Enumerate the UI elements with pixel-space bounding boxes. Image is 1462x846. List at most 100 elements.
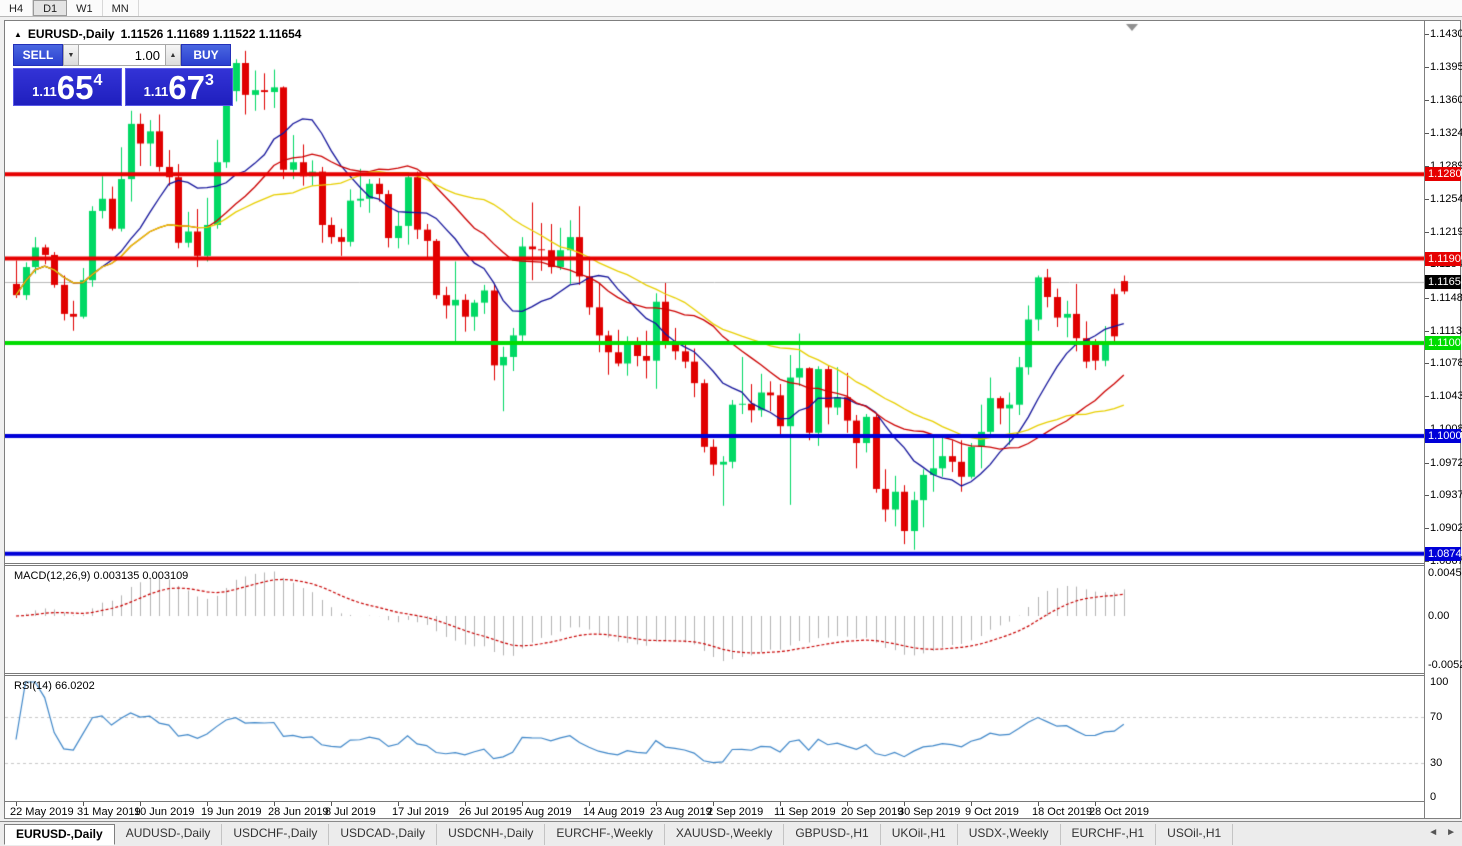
price-tick-label: 1.13240 bbox=[1430, 127, 1462, 139]
macd-axis-label: 0.004536 bbox=[1428, 567, 1462, 579]
tab-gbpusd-h1[interactable]: GBPUSD-,H1 bbox=[784, 824, 881, 845]
price-tick-mark bbox=[1425, 363, 1429, 364]
volume-input[interactable] bbox=[79, 44, 165, 66]
tab-usoil-h1[interactable]: USOil-,H1 bbox=[1156, 824, 1234, 845]
date-tick-label: 14 Aug 2019 bbox=[583, 806, 645, 818]
tab-audusd-daily[interactable]: AUDUSD-,Daily bbox=[115, 824, 223, 845]
date-tick-label: 22 May 2019 bbox=[10, 806, 74, 818]
date-tick-label: 23 Aug 2019 bbox=[650, 806, 712, 818]
price-tick-mark bbox=[1425, 463, 1429, 464]
price-tick-mark bbox=[1425, 67, 1429, 68]
date-tick-mark bbox=[656, 802, 657, 806]
date-tick-label: 5 Aug 2019 bbox=[516, 806, 572, 818]
panel-divider[interactable] bbox=[5, 673, 1424, 676]
date-tick-label: 18 Oct 2019 bbox=[1032, 806, 1092, 818]
date-tick-mark bbox=[589, 802, 590, 806]
tab-usdchf-daily[interactable]: USDCHF-,Daily bbox=[222, 824, 330, 845]
price-tick-mark bbox=[1425, 396, 1429, 397]
date-tick-mark bbox=[331, 802, 332, 806]
buy-price-big: 67 bbox=[168, 69, 205, 106]
price-tick-label: 1.10430 bbox=[1430, 390, 1462, 402]
sell-button[interactable]: SELL bbox=[13, 44, 63, 66]
tab-eurchf-weekly[interactable]: EURCHF-,Weekly bbox=[545, 824, 665, 845]
date-tick-label: 17 Jul 2019 bbox=[392, 806, 449, 818]
tab-usdx-weekly[interactable]: USDX-,Weekly bbox=[958, 824, 1061, 845]
price-tick-mark bbox=[1425, 528, 1429, 529]
volume-decrease-button[interactable]: ▼ bbox=[63, 44, 79, 66]
panel-divider bbox=[5, 801, 1424, 802]
timeframe-toolbar: H4 D1 W1 MN bbox=[0, 0, 1462, 17]
timeframe-button-mn[interactable]: MN bbox=[103, 0, 139, 16]
date-tick-mark bbox=[847, 802, 848, 806]
price-tick-label: 1.09370 bbox=[1430, 489, 1462, 501]
volume-increase-button[interactable]: ▲ bbox=[165, 44, 181, 66]
date-tick-mark bbox=[904, 802, 905, 806]
date-axis[interactable]: 22 May 2019 31 May 2019 10 Jun 2019 19 Jun … bbox=[5, 802, 1424, 818]
rsi-indicator-canvas[interactable] bbox=[5, 676, 1424, 801]
timeframe-button-w1[interactable]: W1 bbox=[67, 0, 103, 16]
price-tick-label: 1.13600 bbox=[1430, 94, 1462, 106]
price-tick-label: 1.12540 bbox=[1430, 193, 1462, 205]
date-tick-label: 11 Sep 2019 bbox=[774, 806, 836, 818]
sell-price-big: 65 bbox=[56, 69, 94, 106]
macd-indicator-canvas[interactable] bbox=[5, 566, 1424, 673]
price-tick-mark bbox=[1425, 199, 1429, 200]
price-tick-label: 1.11480 bbox=[1430, 292, 1462, 304]
tab-navigation: ◄ ► bbox=[1428, 827, 1456, 838]
date-tick-mark bbox=[713, 802, 714, 806]
date-tick-label: 26 Jul 2019 bbox=[459, 806, 516, 818]
price-tick-mark bbox=[1425, 495, 1429, 496]
price-tick-mark bbox=[1425, 561, 1429, 562]
panel-divider[interactable] bbox=[5, 563, 1424, 566]
price-tick-mark bbox=[1425, 298, 1429, 299]
price-tick-mark bbox=[1425, 34, 1429, 35]
tab-eurchf-h1[interactable]: EURCHF-,H1 bbox=[1061, 824, 1157, 845]
date-tick-label: 9 Oct 2019 bbox=[965, 806, 1019, 818]
buy-button[interactable]: BUY bbox=[181, 44, 231, 66]
buy-price-sup: 3 bbox=[204, 72, 214, 89]
price-tick-mark bbox=[1425, 133, 1429, 134]
price-tick-label: 1.11130 bbox=[1430, 325, 1462, 337]
date-tick-mark bbox=[140, 802, 141, 806]
date-tick-label: 10 Jun 2019 bbox=[134, 806, 195, 818]
rsi-panel-label: RSI(14) 66.0202 bbox=[14, 680, 95, 692]
collapse-triangle-icon[interactable]: ▲ bbox=[14, 29, 22, 39]
date-tick-mark bbox=[1038, 802, 1039, 806]
buy-price-prefix: 1.11 bbox=[143, 84, 169, 99]
date-tick-label: 8 Jul 2019 bbox=[325, 806, 376, 818]
chart-tabs: EURUSD-,Daily AUDUSD-,Daily USDCHF-,Daily U… bbox=[0, 824, 1234, 845]
date-tick-mark bbox=[16, 802, 17, 806]
date-tick-mark bbox=[780, 802, 781, 806]
date-tick-mark bbox=[398, 802, 399, 806]
hline-price-label: 1.10006 bbox=[1425, 429, 1462, 443]
date-tick-mark bbox=[522, 802, 523, 806]
price-tick-label: 1.09020 bbox=[1430, 522, 1462, 534]
chart-ohlc-values: 1.11526 1.11689 1.11522 1.11654 bbox=[120, 27, 302, 41]
date-tick-mark bbox=[465, 802, 466, 806]
tab-xauusd-weekly[interactable]: XAUUSD-,Weekly bbox=[665, 824, 785, 845]
date-tick-mark bbox=[971, 802, 972, 806]
tab-usdcad-daily[interactable]: USDCAD-,Daily bbox=[329, 824, 438, 845]
tabs-scroll-right-button[interactable]: ► bbox=[1446, 827, 1456, 838]
current-price-label: 1.11654 bbox=[1425, 275, 1462, 289]
date-tick-label: 31 May 2019 bbox=[77, 806, 141, 818]
date-tick-label: 28 Jun 2019 bbox=[268, 806, 329, 818]
price-tick-mark bbox=[1425, 100, 1429, 101]
timeframe-button-h4[interactable]: H4 bbox=[0, 0, 34, 16]
tab-usdcnh-daily[interactable]: USDCNH-,Daily bbox=[437, 824, 546, 845]
tab-eurusd-daily[interactable]: EURUSD-,Daily bbox=[4, 824, 115, 845]
buy-price-display[interactable]: 1.11 67 3 bbox=[124, 68, 233, 106]
sell-price-prefix: 1.11 bbox=[32, 84, 57, 99]
price-axis[interactable]: 1.143001.139501.136001.132401.128901.125… bbox=[1424, 21, 1462, 818]
timeframe-button-d1[interactable]: D1 bbox=[33, 0, 68, 16]
macd-axis-label: -0.005205 bbox=[1428, 659, 1462, 671]
sell-price-display[interactable]: 1.11 65 4 bbox=[13, 68, 122, 106]
date-tick-mark bbox=[274, 802, 275, 806]
tab-ukoil-h1[interactable]: UKOil-,H1 bbox=[881, 824, 958, 845]
price-tick-label: 1.12190 bbox=[1430, 226, 1462, 238]
price-chart-canvas[interactable] bbox=[5, 21, 1424, 563]
tabs-scroll-left-button[interactable]: ◄ bbox=[1428, 827, 1439, 838]
date-tick-mark bbox=[1095, 802, 1096, 806]
